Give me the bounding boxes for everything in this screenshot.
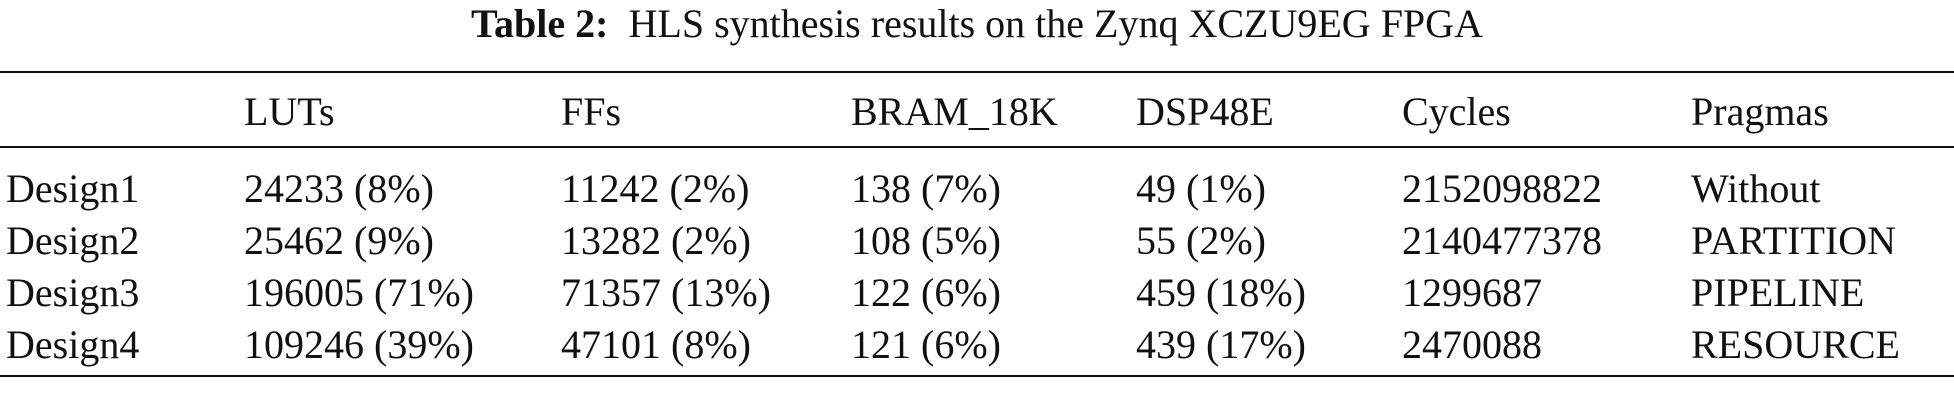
row-label: Design1 xyxy=(6,166,140,211)
header-cell: DSP48E xyxy=(1136,89,1274,134)
header-cell: Pragmas xyxy=(1691,89,1829,134)
row-label: Design2 xyxy=(6,218,140,263)
table-cell: 459 (18%) xyxy=(1136,270,1306,315)
table-cell: 13282 (2%) xyxy=(561,218,751,263)
table-cell: 2140477378 xyxy=(1402,218,1602,263)
row-label: Design3 xyxy=(6,270,140,315)
table-cell: 49 (1%) xyxy=(1136,166,1266,211)
table-cell: 122 (6%) xyxy=(851,270,1001,315)
mid-rule xyxy=(0,146,1954,148)
table-cell: 109246 (39%) xyxy=(244,322,474,367)
table-cell: 121 (6%) xyxy=(851,322,1001,367)
header-cell: Cycles xyxy=(1402,89,1511,134)
caption-label: Table 2: xyxy=(471,1,609,46)
header-cell: FFs xyxy=(561,89,622,134)
table-cell: 138 (7%) xyxy=(851,166,1001,211)
table-cell: Without xyxy=(1691,166,1821,211)
header-cell: BRAM_18K xyxy=(851,89,1058,134)
top-rule xyxy=(0,71,1954,73)
table-cell: 25462 (9%) xyxy=(244,218,434,263)
table-cell: 71357 (13%) xyxy=(561,270,771,315)
table-cell: 11242 (2%) xyxy=(561,166,750,211)
table-cell: 24233 (8%) xyxy=(244,166,434,211)
table-cell: 439 (17%) xyxy=(1136,322,1306,367)
row-label: Design4 xyxy=(6,322,140,367)
table-cell: RESOURCE xyxy=(1691,322,1900,367)
table-cell: 2470088 xyxy=(1402,322,1542,367)
table-cell: PARTITION xyxy=(1691,218,1897,263)
table-cell: 55 (2%) xyxy=(1136,218,1266,263)
table-cell: 196005 (71%) xyxy=(244,270,474,315)
table-cell: 108 (5%) xyxy=(851,218,1001,263)
caption-text: HLS synthesis results on the Zynq XCZU9E… xyxy=(628,1,1483,46)
table-cell: 47101 (8%) xyxy=(561,322,751,367)
table-cell: PIPELINE xyxy=(1691,270,1865,315)
bottom-rule xyxy=(0,375,1954,377)
caption: Table 2: HLS synthesis results on the Zy… xyxy=(0,2,1954,46)
table-cell: 1299687 xyxy=(1402,270,1542,315)
table-cell: 2152098822 xyxy=(1402,166,1602,211)
header-cell: LUTs xyxy=(244,89,335,134)
